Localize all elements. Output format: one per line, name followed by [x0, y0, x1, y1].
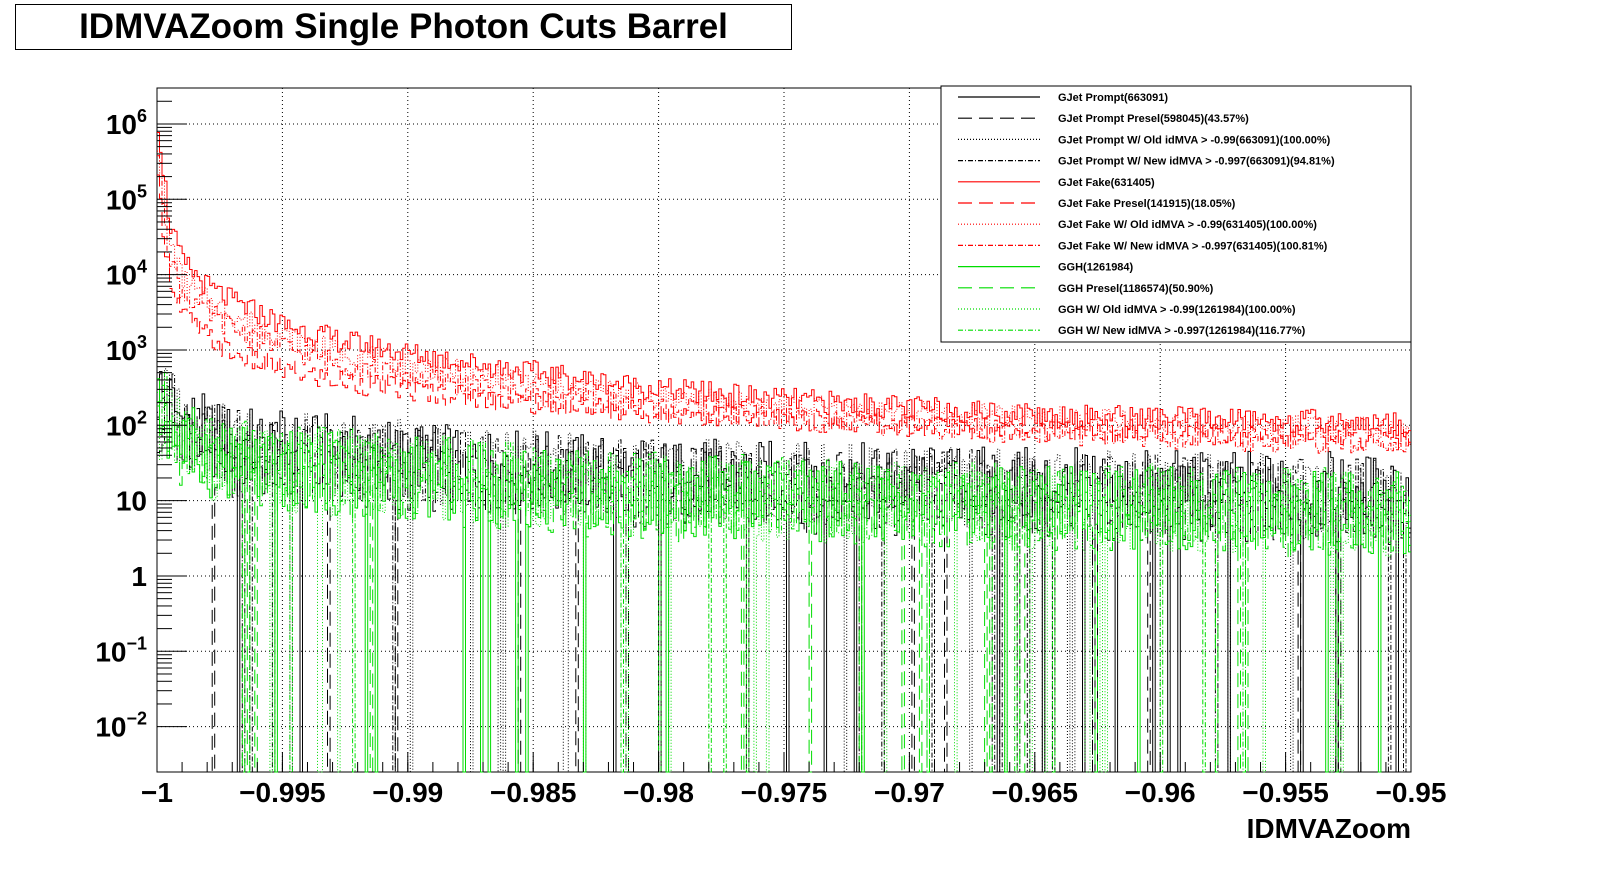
y-tick-label: 103	[106, 332, 147, 366]
x-tick-label: −1	[141, 777, 173, 808]
legend: GJet Prompt(663091) GJet Prompt Presel(59…	[940, 85, 1412, 343]
series-line	[157, 155, 1411, 454]
legend-entry: GJet Prompt W/ Old idMVA > -0.99(663091)…	[1058, 134, 1331, 146]
y-tick-label: 1	[131, 561, 147, 592]
x-tick-label: −0.95	[1376, 777, 1447, 808]
y-tick-label: 10−1	[95, 633, 147, 667]
chart-title: IDMVAZoom Single Photon Cuts Barrel	[15, 4, 792, 50]
y-tick-exponent: 5	[137, 181, 147, 201]
y-tick-label: 105	[106, 181, 147, 215]
x-tick-label: −0.98	[623, 777, 694, 808]
series-line	[157, 371, 1411, 773]
legend-entry: GGH Presel(1186574)(50.90%)	[1058, 283, 1214, 295]
y-tick-exponent: 6	[137, 106, 147, 126]
y-tick-label: 10−2	[95, 709, 147, 743]
x-tick-label: −0.97	[874, 777, 945, 808]
y-tick-label: 102	[106, 407, 147, 441]
y-tick-label: 106	[106, 106, 147, 140]
x-tick-label: −0.99	[372, 777, 443, 808]
series-layer	[157, 132, 1411, 773]
y-tick-base: 1	[131, 561, 147, 592]
legend-entry: GJet Fake Presel(141915)(18.05%)	[1058, 198, 1236, 210]
legend-entry: GJet Fake W/ New idMVA > -0.997(631405)(…	[1058, 240, 1328, 252]
y-tick-base: 10	[106, 410, 137, 441]
legend-entry: GJet Prompt(663091)	[1058, 92, 1168, 104]
y-tick-exponent: 4	[137, 257, 147, 277]
legend-entry: GGH W/ Old idMVA > -0.99(1261984)(100.00…	[1058, 304, 1296, 316]
legend-entry: GGH(1261984)	[1058, 262, 1134, 274]
series-line	[157, 132, 1411, 436]
y-tick-exponent: −1	[126, 633, 147, 653]
y-tick-base: 10	[106, 109, 137, 140]
y-tick-label: 104	[106, 257, 147, 291]
series-line	[157, 150, 1411, 439]
y-tick-base: 10	[95, 636, 126, 667]
y-tick-base: 10	[106, 184, 137, 215]
x-tick-label: −0.96	[1125, 777, 1196, 808]
y-tick-exponent: −2	[126, 709, 147, 729]
legend-entry: GJet Fake W/ Old idMVA > -0.99(631405)(1…	[1058, 219, 1317, 231]
series-line	[157, 389, 1411, 773]
y-tick-label: 10	[116, 486, 147, 517]
y-tick-base: 10	[106, 260, 137, 291]
x-tick-label: −0.995	[239, 777, 325, 808]
legend-entry: GJet Prompt W/ New idMVA > -0.997(663091…	[1058, 156, 1335, 168]
x-axis-title: IDMVAZoom	[1247, 813, 1411, 844]
legend-entry: GGH W/ New idMVA > -0.997(1261984)(116.7…	[1058, 325, 1306, 337]
legend-box	[940, 85, 1412, 343]
y-tick-base: 10	[116, 486, 147, 517]
y-tick-exponent: 2	[137, 407, 147, 427]
x-tick-label: −0.955	[1242, 777, 1328, 808]
y-tick-exponent: 3	[137, 332, 147, 352]
y-tick-base: 10	[106, 335, 137, 366]
series-line	[157, 371, 1411, 773]
x-tick-label: −0.975	[741, 777, 827, 808]
axis-layer: −1 −0.995 −0.99 −0.985 −0.98 −0.975 −0.97 −0.96…	[95, 87, 1447, 808]
legend-entry: GJet Fake(631405)	[1058, 177, 1155, 189]
x-tick-label: −0.965	[992, 777, 1078, 808]
legend-entry: GJet Prompt Presel(598045)(43.57%)	[1058, 113, 1249, 125]
y-tick-base: 10	[95, 712, 126, 743]
x-tick-label: −0.985	[490, 777, 576, 808]
